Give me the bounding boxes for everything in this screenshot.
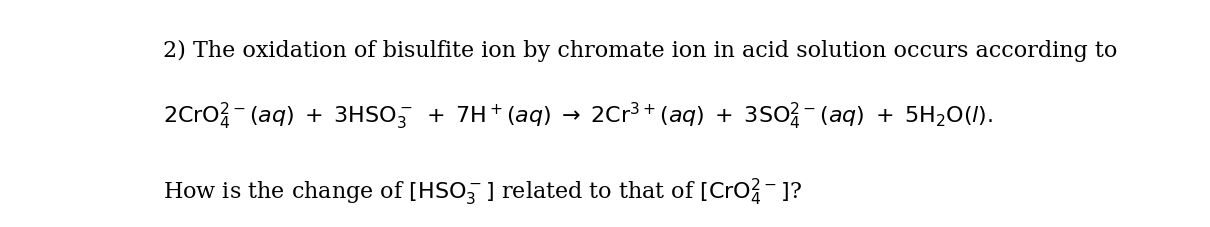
Text: How is the change of $[\mathrm{HSO_3^-}]$ related to that of $[\mathrm{CrO_4^{2-: How is the change of $[\mathrm{HSO_3^-}]…: [162, 176, 801, 207]
Text: 2) The oxidation of bisulfite ion by chromate ion in acid solution occurs accord: 2) The oxidation of bisulfite ion by chr…: [162, 39, 1117, 62]
Text: $2\mathrm{CrO_4^{2-}}(aq)\; + \; 3\mathrm{HSO_3^-}\; + \; 7\mathrm{H^+}(aq)\; \r: $2\mathrm{CrO_4^{2-}}(aq)\; + \; 3\mathr…: [162, 101, 993, 132]
